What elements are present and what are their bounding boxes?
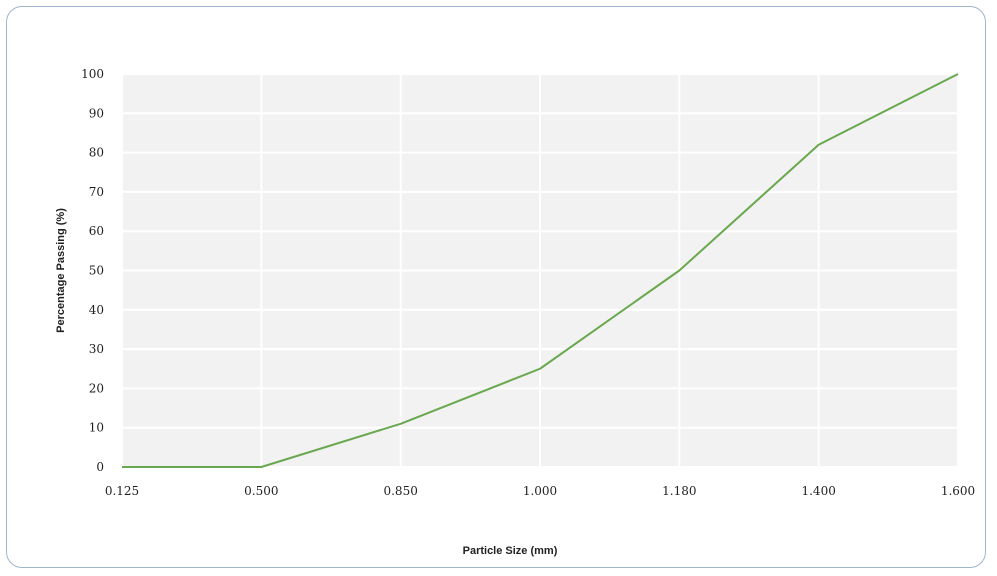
- y-tick-label: 40: [89, 303, 104, 317]
- y-axis-title: Percentage Passing (%): [55, 208, 67, 333]
- x-tick-label: 1.400: [801, 484, 835, 498]
- y-tick-label: 70: [89, 185, 104, 199]
- y-tick-label: 30: [89, 342, 104, 356]
- x-tick-labels: 0.125 0.500 0.850 1.000 1.180 1.400 1.600: [105, 484, 975, 498]
- y-tick-label: 0: [96, 460, 104, 474]
- x-tick-label: 1.180: [662, 484, 696, 498]
- x-tick-label: 0.125: [105, 484, 139, 498]
- y-tick-labels: 0 10 20 30 40 50 60 70 80 90 100: [81, 67, 104, 474]
- y-tick-label: 50: [89, 264, 104, 278]
- x-tick-label: 0.850: [383, 484, 417, 498]
- y-tick-label: 10: [89, 421, 104, 435]
- x-tick-label: 1.000: [523, 484, 557, 498]
- y-tick-label: 90: [89, 106, 104, 120]
- y-tick-label: 100: [81, 67, 104, 81]
- x-tick-label: 1.600: [941, 484, 975, 498]
- y-tick-label: 80: [89, 146, 104, 160]
- x-axis-title: Particle Size (mm): [463, 545, 558, 557]
- x-tick-label: 0.500: [244, 484, 278, 498]
- y-tick-label: 20: [89, 381, 104, 395]
- y-tick-label: 60: [89, 224, 104, 238]
- series-layer: [121, 73, 959, 468]
